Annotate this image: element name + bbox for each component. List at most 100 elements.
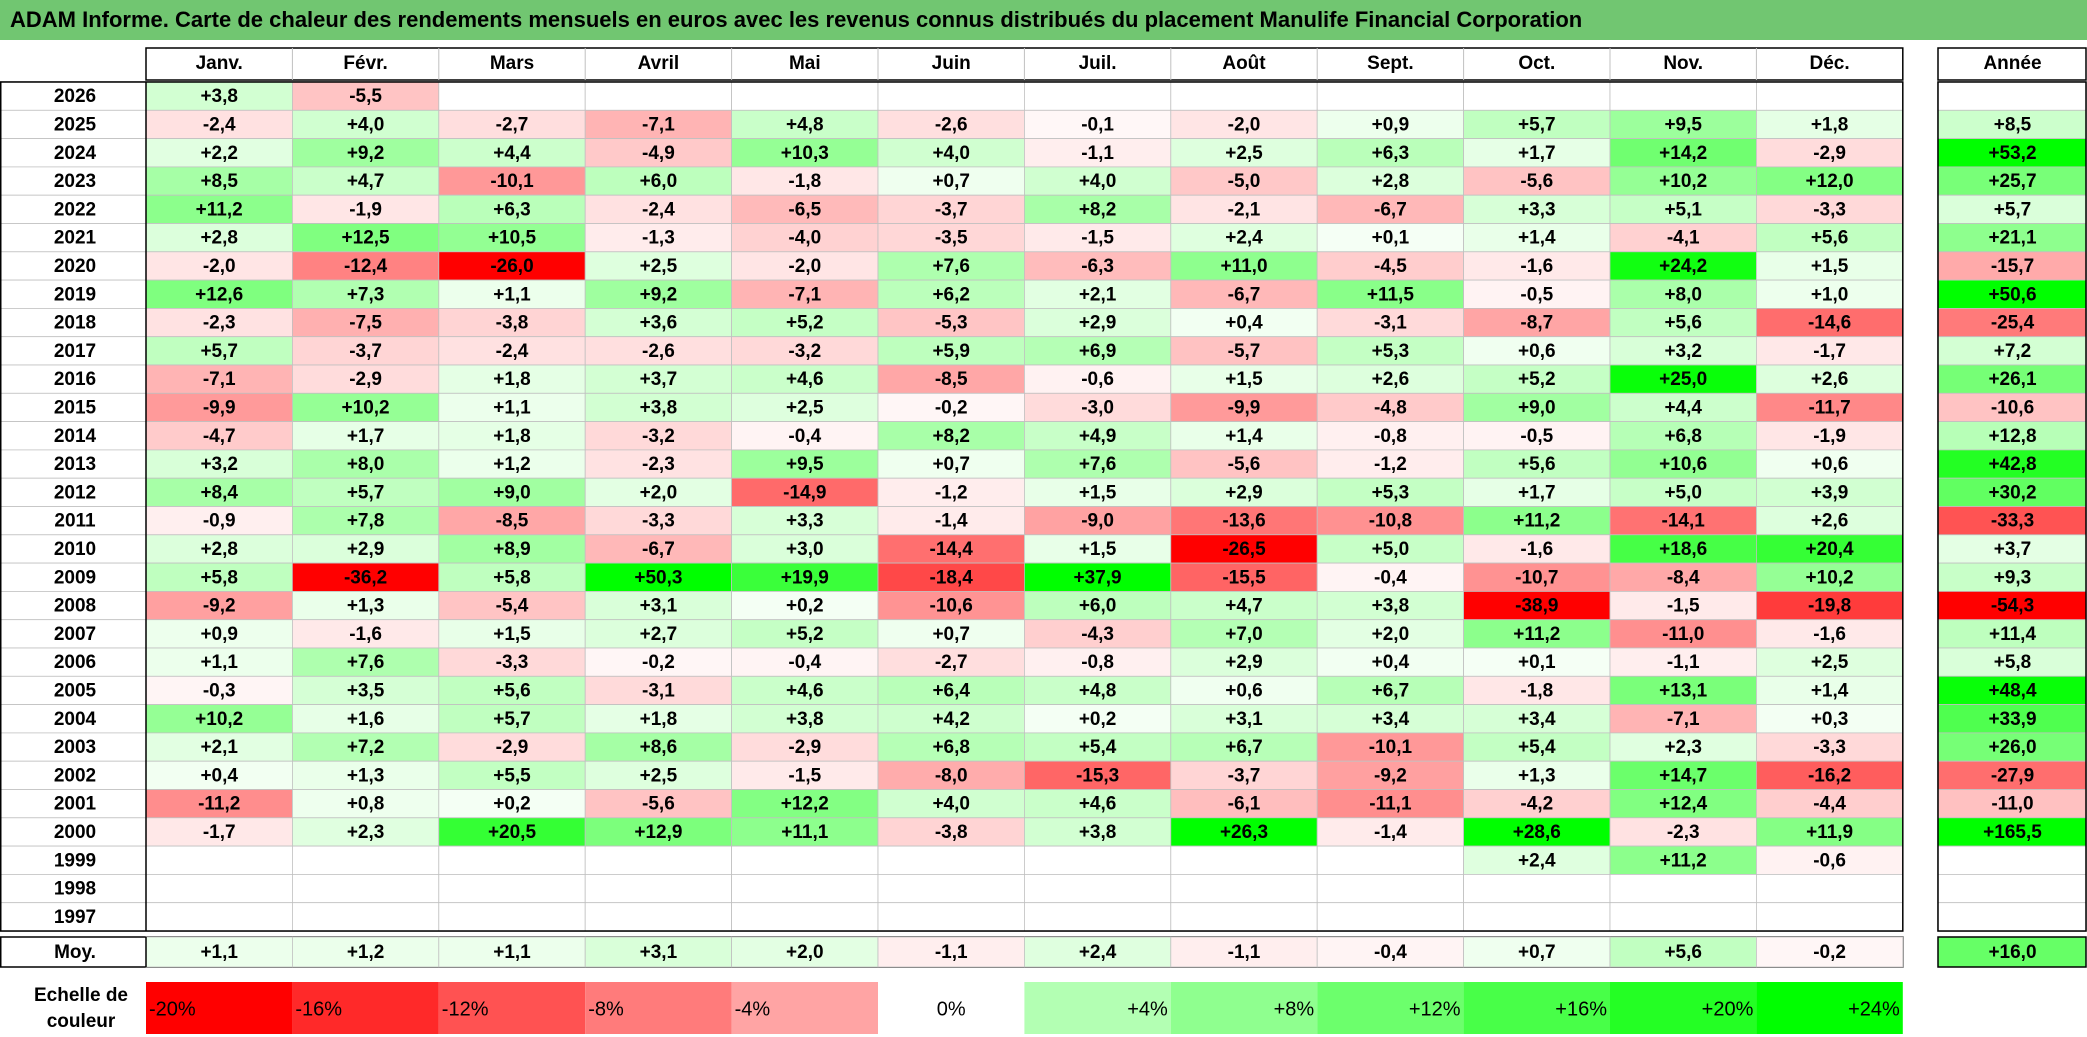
- heatmap-cell: [731, 336, 879, 366]
- cell-value: -6,3: [1081, 256, 1114, 277]
- cell-value: -2,4: [642, 199, 675, 220]
- cell-value: +7,6: [932, 256, 970, 277]
- year-label: 2023: [54, 171, 96, 192]
- heatmap-cell: [1756, 675, 1904, 705]
- cell-value: +10,3: [781, 143, 829, 164]
- year-label: 2012: [54, 482, 96, 503]
- avg-value: -1,1: [1228, 942, 1261, 963]
- heatmap-cell: [1316, 704, 1464, 734]
- annual-cell: [1937, 675, 2087, 705]
- scale-swatch: [878, 982, 1025, 1034]
- avg-cell: [1170, 936, 1318, 968]
- avg-value: +2,0: [786, 942, 824, 963]
- cell-value: +8,5: [200, 171, 238, 192]
- cell-value: +1,1: [493, 397, 531, 418]
- heatmap-cell: [1756, 109, 1904, 140]
- cell-value: +3,8: [640, 397, 678, 418]
- heatmap-cell: [1170, 138, 1318, 168]
- scale-label: -16%: [295, 998, 342, 1020]
- heatmap-cell: [1024, 392, 1172, 422]
- cell-value: -14,4: [930, 539, 974, 560]
- cell-value: -2,7: [935, 652, 968, 673]
- annual-cell: [1937, 619, 2087, 649]
- page-title: ADAM Informe. Carte de chaleur des rende…: [0, 0, 2087, 40]
- cell-value: -0,4: [788, 652, 821, 673]
- heatmap-cell: [145, 194, 293, 224]
- cell-value: +6,7: [1225, 737, 1263, 758]
- cell-value: +20,5: [488, 822, 537, 843]
- cell-value: -5,4: [496, 596, 529, 617]
- heatmap-cell: [291, 364, 440, 394]
- cell-value: -4,8: [1374, 397, 1407, 418]
- cell-value: +4,4: [493, 143, 531, 164]
- heatmap-cell: [1756, 477, 1904, 507]
- cell-value: +0,4: [200, 765, 238, 786]
- cell-value: -4,3: [1081, 624, 1114, 645]
- heatmap-cell: [1756, 562, 1904, 592]
- month-header: Janv.: [196, 53, 243, 74]
- cell-value: +5,4: [1518, 737, 1556, 758]
- heatmap-cell: [877, 364, 1025, 394]
- annual-value: -54,3: [1991, 596, 2034, 617]
- heatmap-cell: [1316, 477, 1464, 507]
- heatmap-cell: [438, 279, 586, 309]
- heatmap-cell: [877, 166, 1025, 196]
- heatmap-cell: [1609, 392, 1757, 422]
- avg-value: +1,1: [493, 942, 531, 963]
- cell-value: -5,3: [935, 313, 968, 334]
- cell-value: +10,6: [1659, 454, 1707, 475]
- annual-cell: [1937, 902, 2087, 932]
- heatmap-cell: [1316, 760, 1464, 790]
- cell-value: -7,1: [642, 114, 675, 135]
- heatmap-cell: [877, 902, 1025, 932]
- annual-cell: [1937, 251, 2087, 281]
- cell-value: +3,6: [640, 313, 678, 334]
- year-label: 2003: [54, 737, 96, 758]
- cell-value: -6,1: [1228, 794, 1261, 815]
- annual-cell: [1937, 562, 2087, 592]
- heatmap-cell: [1756, 166, 1904, 196]
- heatmap-cell: [1756, 506, 1904, 536]
- cell-value: +5,2: [786, 313, 824, 334]
- cell-value: +3,4: [1518, 709, 1556, 730]
- month-header: Mai: [789, 53, 821, 74]
- cell-value: -7,1: [1667, 709, 1700, 730]
- cell-value: -10,6: [930, 596, 973, 617]
- scale-label: -12%: [442, 998, 489, 1020]
- cell-value: +6,3: [493, 199, 531, 220]
- cell-value: +5,3: [1372, 341, 1410, 362]
- heatmap-cell: [1609, 534, 1757, 564]
- heatmap-cell: [731, 817, 879, 847]
- heatmap-cell: [584, 675, 733, 705]
- cell-value: -2,0: [1228, 114, 1261, 135]
- annual-value: +5,8: [1994, 652, 2032, 673]
- cell-value: +9,2: [347, 143, 385, 164]
- cell-value: -9,2: [1374, 765, 1407, 786]
- cell-value: -3,8: [935, 822, 968, 843]
- cell-value: +4,0: [932, 143, 970, 164]
- heatmap-cell: [1316, 166, 1464, 196]
- heatmap-cell: [145, 307, 293, 338]
- heatmap-cell: [1024, 902, 1172, 932]
- heatmap-cell: [584, 109, 733, 140]
- cell-value: +2,5: [786, 397, 824, 418]
- heatmap-cell: [1170, 789, 1318, 819]
- heatmap-cell: [1316, 449, 1464, 479]
- heatmap-cell: [438, 760, 586, 790]
- heatmap-cell: [731, 760, 879, 790]
- heatmap-cell: [1609, 845, 1757, 875]
- cell-value: -2,4: [496, 341, 529, 362]
- cell-value: +9,5: [1664, 114, 1702, 135]
- heatmap-cell: [291, 307, 440, 338]
- month-header: Févr.: [343, 53, 387, 74]
- year-header-box: [1937, 47, 2087, 81]
- heatmap-cell: [1756, 704, 1904, 734]
- cell-value: -4,7: [203, 426, 236, 447]
- cell-value: +26,3: [1220, 822, 1268, 843]
- cell-value: -6,7: [1228, 284, 1261, 305]
- cell-value: +10,2: [195, 709, 243, 730]
- cell-value: +2,5: [1225, 143, 1263, 164]
- cell-value: -1,4: [935, 511, 968, 532]
- heatmap-cell: [584, 732, 733, 762]
- avg-value: -0,4: [1374, 942, 1407, 963]
